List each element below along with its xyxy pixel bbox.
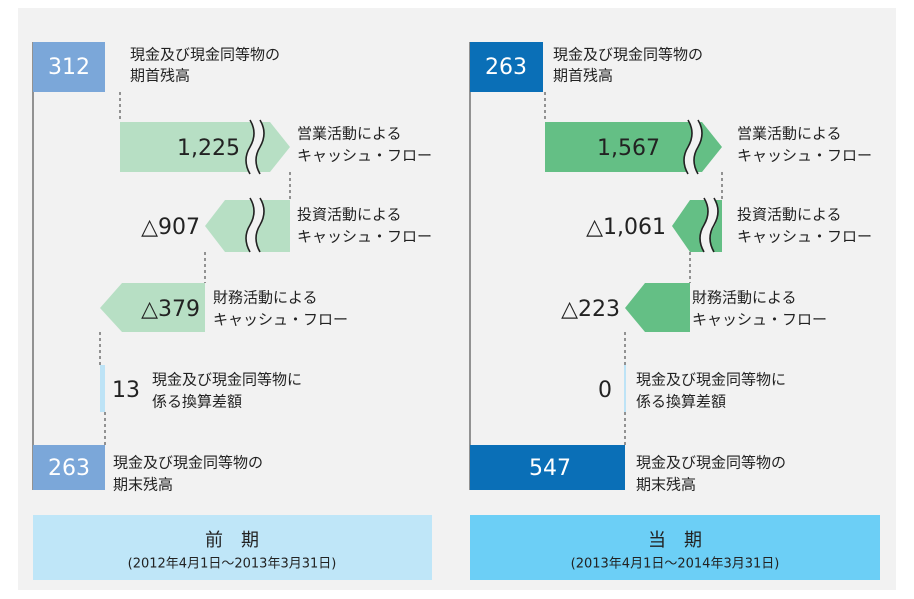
bar: [545, 122, 722, 172]
label: 現金及び現金同等物に: [152, 371, 302, 389]
label: 投資活動による: [297, 206, 402, 224]
period-range: (2013年4月1日～2014年3月31日): [571, 557, 780, 572]
label: 現金及び現金同等物の: [130, 46, 280, 64]
label: 現金及び現金同等物の: [553, 46, 703, 64]
box: [470, 42, 543, 92]
label: キャッシュ・フロー: [213, 311, 348, 329]
label: 営業活動による: [737, 125, 842, 143]
label: 現金及び現金同等物に: [636, 371, 786, 389]
value: △379: [141, 297, 200, 322]
label: 投資活動による: [737, 206, 842, 224]
break: [684, 120, 702, 174]
break: [245, 197, 265, 253]
box: [470, 445, 625, 490]
bar: [100, 283, 205, 332]
label: 財務活動による: [213, 289, 318, 307]
bar: [624, 365, 626, 412]
break: [246, 120, 264, 174]
value: 547: [529, 456, 571, 481]
label: 現金及び現金同等物の: [636, 454, 786, 472]
label: キャッシュ・フロー: [737, 228, 872, 246]
label: キャッシュ・フロー: [297, 147, 432, 165]
value: 312: [48, 55, 90, 80]
label: 期首残高: [553, 67, 613, 85]
box: [33, 42, 105, 92]
panel-previous: 312 現金及び現金同等物の 期首残高 1,225 営業活動による キャッシュ・…: [32, 42, 432, 580]
label: 財務活動による: [692, 289, 797, 307]
value: 263: [48, 456, 90, 481]
footer: [33, 515, 432, 580]
period-title: 前 期: [205, 530, 259, 551]
value: △907: [141, 215, 200, 240]
value: △1,061: [586, 215, 666, 240]
label: 営業活動による: [297, 125, 402, 143]
period-range: (2012年4月1日～2013年3月31日): [128, 557, 337, 572]
label: キャッシュ・フロー: [297, 228, 432, 246]
label: キャッシュ・フロー: [737, 147, 872, 165]
label: 現金及び現金同等物の: [113, 454, 263, 472]
label: 期首残高: [130, 67, 190, 85]
period-title: 当 期: [648, 530, 702, 551]
value: 1,567: [597, 136, 660, 161]
break: [700, 198, 718, 254]
break: [683, 119, 703, 175]
label: 期末残高: [636, 476, 696, 494]
label: キャッシュ・フロー: [692, 311, 827, 329]
footer: [470, 515, 880, 580]
label: 係る換算差額: [636, 393, 726, 411]
value: 0: [598, 378, 612, 403]
bar: [625, 283, 690, 332]
value: △223: [561, 297, 620, 322]
value: 263: [485, 55, 527, 80]
value: 13: [112, 378, 140, 403]
value: 1,225: [177, 136, 240, 161]
bar: [100, 365, 105, 412]
bar: [205, 200, 290, 252]
label: 期末残高: [113, 476, 173, 494]
label: 係る換算差額: [152, 393, 242, 411]
box: [33, 445, 105, 490]
panel-current: 263 現金及び現金同等物の 期首残高 1,567 営業活動による キャッシュ・…: [469, 42, 880, 580]
break: [245, 119, 265, 175]
break: [699, 197, 719, 253]
break: [246, 198, 264, 254]
